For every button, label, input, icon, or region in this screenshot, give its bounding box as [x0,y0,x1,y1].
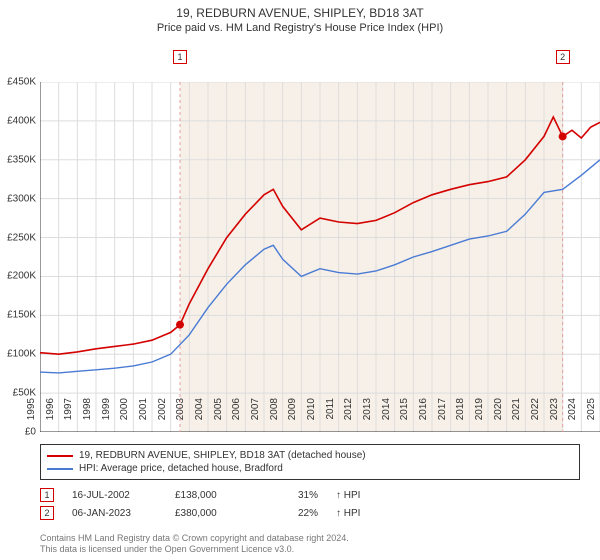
x-tick-label: 2002 [157,398,168,434]
x-tick-label: 2011 [325,398,336,434]
legend-row: HPI: Average price, detached house, Brad… [47,462,573,475]
sale-number-box: 2 [40,506,54,520]
x-tick-label: 2025 [586,398,597,434]
x-tick-label: 1995 [26,398,37,434]
sale-number-box: 1 [40,488,54,502]
y-tick-label: £450K [7,77,36,88]
y-tick-label: £300K [7,193,36,204]
legend-row: 19, REDBURN AVENUE, SHIPLEY, BD18 3AT (d… [47,449,573,462]
x-tick-label: 2013 [362,398,373,434]
sale-pct: 22% [268,508,318,519]
x-tick-label: 2017 [437,398,448,434]
footer-line-1: Contains HM Land Registry data © Crown c… [40,533,580,545]
x-tick-label: 2022 [530,398,541,434]
x-tick-label: 1996 [45,398,56,434]
x-tick-label: 2019 [474,398,485,434]
footer-line-2: This data is licensed under the Open Gov… [40,544,580,556]
legend-box: 19, REDBURN AVENUE, SHIPLEY, BD18 3AT (d… [40,444,580,480]
y-tick-label: £250K [7,232,36,243]
sale-date: 06-JAN-2023 [72,508,157,519]
x-tick-label: 2005 [213,398,224,434]
x-tick-label: 2016 [418,398,429,434]
sale-hpi-arrow: ↑ HPI [336,508,360,519]
x-tick-label: 1997 [63,398,74,434]
y-tick-label: £50K [13,388,36,399]
sale-hpi-arrow: ↑ HPI [336,490,360,501]
page-subtitle: Price paid vs. HM Land Registry's House … [0,20,600,38]
y-tick-label: £350K [7,154,36,165]
x-axis: 1995199619971998199920002001200220032004… [40,398,600,438]
sale-price: £138,000 [175,490,250,501]
y-axis: £0£50K£100K£150K£200K£250K£300K£350K£400… [0,82,40,432]
page-title: 19, REDBURN AVENUE, SHIPLEY, BD18 3AT [0,0,600,20]
x-tick-label: 2024 [567,398,578,434]
x-tick-label: 2004 [194,398,205,434]
sale-price: £380,000 [175,508,250,519]
x-tick-label: 2015 [399,398,410,434]
x-tick-label: 2000 [119,398,130,434]
x-tick-label: 2006 [231,398,242,434]
sale-marker-box: 2 [556,50,570,64]
chart-area: £0£50K£100K£150K£200K£250K£300K£350K£400… [40,82,600,432]
x-tick-label: 2001 [138,398,149,434]
sale-pct: 31% [268,490,318,501]
x-tick-label: 1998 [82,398,93,434]
x-tick-label: 1999 [101,398,112,434]
sale-row: 2 06-JAN-2023 £380,000 22% ↑ HPI [40,504,580,522]
y-tick-label: £400K [7,115,36,126]
x-tick-label: 2009 [287,398,298,434]
x-tick-label: 2008 [269,398,280,434]
x-tick-label: 2023 [549,398,560,434]
x-tick-label: 2020 [493,398,504,434]
sale-marker-box: 1 [173,50,187,64]
x-tick-label: 2012 [343,398,354,434]
sales-table: 1 16-JUL-2002 £138,000 31% ↑ HPI 2 06-JAN-2023… [40,486,580,522]
x-tick-label: 2007 [250,398,261,434]
x-tick-label: 2021 [511,398,522,434]
y-tick-label: £150K [7,310,36,321]
x-tick-label: 2010 [306,398,317,434]
x-tick-label: 2018 [455,398,466,434]
legend-swatch [47,468,73,470]
legend-swatch [47,455,73,457]
y-tick-label: £200K [7,271,36,282]
legend-label: HPI: Average price, detached house, Brad… [79,463,283,474]
sale-row: 1 16-JUL-2002 £138,000 31% ↑ HPI [40,486,580,504]
footer-attribution: Contains HM Land Registry data © Crown c… [40,533,580,556]
x-tick-label: 2003 [175,398,186,434]
y-tick-label: £100K [7,349,36,360]
line-chart-svg [40,82,600,432]
sale-date: 16-JUL-2002 [72,490,157,501]
legend-label: 19, REDBURN AVENUE, SHIPLEY, BD18 3AT (d… [79,450,366,461]
chart-container: 19, REDBURN AVENUE, SHIPLEY, BD18 3AT Pr… [0,0,600,560]
x-tick-label: 2014 [381,398,392,434]
